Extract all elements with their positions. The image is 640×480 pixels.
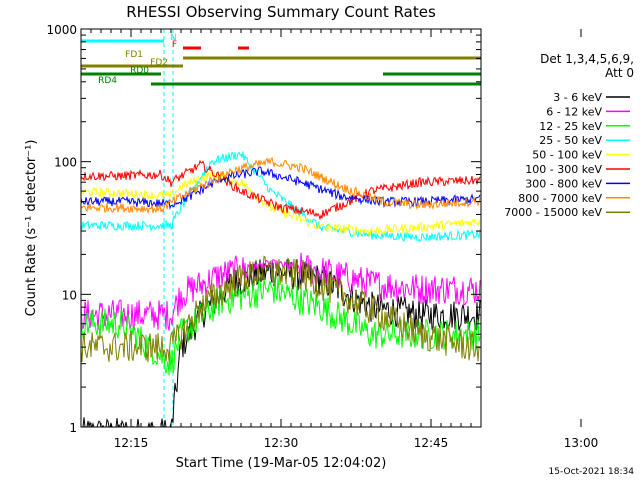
y-tick-label-2: 100	[54, 156, 77, 170]
y-axis-label: Count Rate (s⁻¹ detector⁻¹)	[24, 140, 39, 317]
detectors-label: Det 1,3,4,5,6,9,	[540, 52, 634, 66]
legend-label-0: 3 - 6 keV	[553, 91, 602, 104]
x-tick-label-1: 12:30	[264, 436, 299, 450]
series-line-1	[81, 252, 481, 331]
legend-label-6: 300 - 800 keV	[525, 177, 602, 190]
legend-label-3: 25 - 50 keV	[539, 134, 602, 147]
series-line-8	[81, 255, 481, 363]
flag-label-fd1: FD1	[125, 50, 143, 60]
legend-label-2: 12 - 25 keV	[539, 120, 602, 133]
legend-label-5: 100 - 300 keV	[525, 163, 602, 176]
chart-title: RHESSI Observing Summary Count Rates	[126, 3, 436, 21]
series-line-3	[81, 151, 481, 243]
flag-label-n: N	[170, 33, 177, 43]
legend-label-1: 6 - 12 keV	[546, 105, 602, 118]
flag-label-rd0: RD0	[130, 66, 149, 76]
legend-label-8: 7000 - 15000 keV	[504, 206, 602, 219]
flag-label-rd4: RD4	[98, 76, 117, 86]
series-line-4	[81, 169, 481, 236]
legend-label-7: 800 - 7000 keV	[518, 192, 602, 205]
series-line-7	[81, 156, 481, 214]
series-line-0	[81, 258, 481, 427]
flag-label-fd2: FD2	[150, 58, 168, 68]
x-tick-label-3: 13:00	[564, 436, 599, 450]
plot-frame	[80, 28, 482, 428]
legend-label-4: 50 - 100 keV	[532, 149, 602, 162]
y-tick-label-0: 1	[69, 421, 77, 435]
series-line-5	[81, 159, 481, 221]
x-tick-label-2: 12:45	[414, 436, 449, 450]
y-tick-label-3: 1000	[46, 23, 77, 37]
series-line-6	[81, 166, 481, 210]
attenuator-label: Att 0	[605, 66, 634, 80]
y-tick-label-1: 10	[62, 288, 77, 302]
plot-content	[81, 29, 481, 427]
x-axis-label: Start Time (19-Mar-05 12:04:02)	[176, 456, 387, 471]
flag-label-f: F	[172, 40, 177, 50]
timestamp-label: 15-Oct-2021 18:34	[549, 467, 635, 477]
x-tick-label-0: 12:15	[114, 436, 149, 450]
